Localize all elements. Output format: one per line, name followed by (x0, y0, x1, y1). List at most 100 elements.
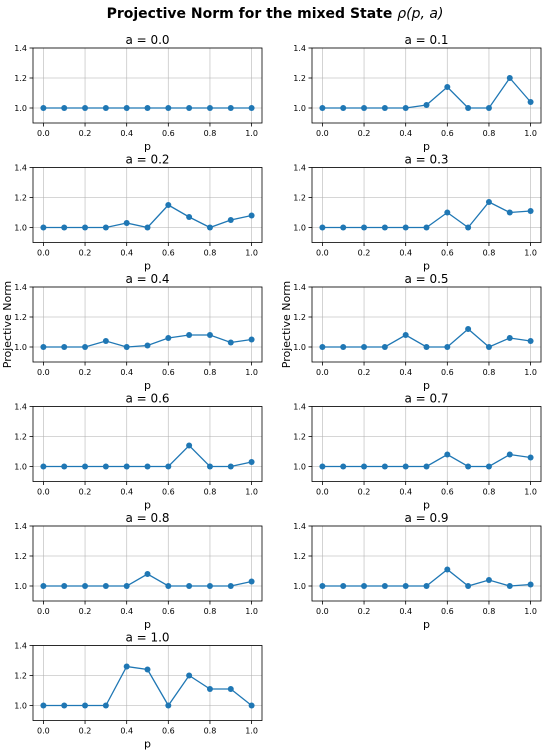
data-point (248, 212, 255, 219)
data-point (144, 105, 151, 111)
y-axis-label: Projective Norm (1, 281, 14, 368)
x-tick-label: 1.0 (524, 129, 537, 138)
y-tick-label: 1.2 (14, 552, 27, 561)
data-point (319, 583, 326, 589)
x-tick-label: 0.6 (162, 488, 175, 497)
data-point (102, 702, 109, 709)
data-point (144, 463, 151, 470)
x-tick-label: 1.0 (245, 488, 258, 497)
data-point (82, 702, 89, 709)
x-axis-label: p (423, 618, 430, 631)
x-tick-label: 0.0 (37, 368, 50, 377)
data-point (423, 102, 430, 108)
data-point (206, 583, 213, 589)
data-point (527, 208, 534, 214)
x-tick-label: 0.4 (120, 607, 133, 616)
data-point (506, 209, 513, 216)
y-tick-label: 1.4 (14, 44, 27, 53)
data-point (465, 583, 472, 589)
subplot-grid: a = 0.00.0 0.2 0.4 0.6 0.8 1.01.01.21.4pa = 0… (1, 33, 542, 750)
y-tick-label: 1.2 (293, 433, 306, 442)
y-tick-label: 1.4 (14, 403, 27, 412)
data-point (340, 224, 347, 231)
x-tick-label: 0.0 (37, 129, 50, 138)
axes-frame (311, 525, 542, 602)
data-point (340, 105, 347, 111)
data-point (144, 224, 151, 231)
data-point (186, 214, 193, 220)
data-point (102, 338, 109, 344)
data-point (485, 344, 492, 350)
x-tick-label: 0.0 (316, 129, 329, 138)
x-tick-label: 1.0 (524, 488, 537, 497)
x-tick-label: 1.0 (245, 607, 258, 616)
y-tick-label: 1.2 (293, 552, 306, 561)
data-point (206, 686, 213, 692)
data-point (444, 566, 451, 573)
x-tick-label: 0.6 (441, 368, 454, 377)
data-point (340, 344, 347, 350)
subplot: a = 0.3 0.0 0.2 0.4 0.6 0.8 1.0 1.0 1.2 1.4 p (293, 153, 542, 273)
x-tick-label: 0.4 (399, 488, 412, 497)
x-tick-label: 0.8 (204, 727, 217, 736)
axes-frame (311, 167, 542, 243)
data-point (361, 344, 368, 350)
data-point (227, 217, 234, 223)
data-point (402, 332, 409, 338)
x-tick-label: 0.0 (37, 488, 50, 497)
y-tick-label: 1.0 (14, 702, 27, 711)
data-point (444, 209, 451, 216)
subplot-title: a = 0.1 (404, 33, 448, 47)
subplot: a = 1.0 0.0 0.2 0.4 0.6 0.8 1.0 1.0 1.2 1.4 p (14, 631, 263, 750)
data-point (465, 105, 472, 111)
x-tick-label: 1.0 (245, 368, 258, 377)
subplot: a = 0.5 0.0 0.2 0.4 0.6 0.8 1.0 1.0 1.2 1.4 p Proje… (280, 272, 542, 392)
x-tick-label: 0.8 (204, 368, 217, 377)
data-point (361, 224, 368, 231)
data-point (444, 451, 451, 458)
x-tick-label: 0.8 (204, 607, 217, 616)
x-tick-label: 0.4 (399, 129, 412, 138)
data-point (248, 702, 255, 709)
data-point (82, 105, 89, 111)
x-tick-label: 0.2 (79, 129, 92, 138)
data-point (102, 583, 109, 589)
x-tick-label: 0.4 (120, 368, 133, 377)
subplot-title: a = 0.2 (125, 153, 169, 167)
data-point (61, 463, 68, 470)
subplot: a = 0.0 0.0 0.2 0.4 0.6 0.8 1.0 1.0 1.2 1.4 p (14, 33, 263, 153)
y-tick-label: 1.0 (14, 343, 27, 352)
x-axis-label: p (144, 379, 151, 392)
subplot-title: a = 0.8 (125, 511, 169, 525)
x-tick-label: 0.8 (204, 129, 217, 138)
data-point (319, 344, 326, 350)
data-point (485, 105, 492, 111)
y-tick-label: 1.0 (293, 582, 306, 591)
x-tick-label: 1.0 (245, 727, 258, 736)
data-point (82, 224, 89, 231)
figure-title-math: ρ(p, a) (397, 6, 443, 22)
data-point (165, 105, 172, 111)
data-point (206, 332, 213, 338)
data-point (248, 105, 255, 111)
x-tick-label: 1.0 (524, 249, 537, 258)
data-point (402, 583, 409, 589)
data-point (61, 224, 68, 231)
axes-frame (32, 286, 263, 363)
x-tick-label: 0.2 (79, 727, 92, 736)
y-tick-label: 1.0 (293, 343, 306, 352)
axes-frame (32, 525, 263, 602)
x-tick-label: 0.4 (399, 368, 412, 377)
data-point (206, 105, 213, 111)
x-axis-label: p (423, 499, 430, 512)
y-axis-label: Projective Norm (280, 281, 293, 368)
subplot-title: a = 0.6 (125, 392, 169, 406)
data-point (340, 583, 347, 589)
data-point (123, 344, 130, 350)
data-point (381, 344, 388, 350)
data-point (227, 583, 234, 589)
x-tick-label: 0.4 (120, 129, 133, 138)
x-tick-label: 0.8 (483, 249, 496, 258)
subplot: a = 0.6 0.0 0.2 0.4 0.6 0.8 1.0 1.0 1.2 1.4 p (14, 392, 263, 512)
